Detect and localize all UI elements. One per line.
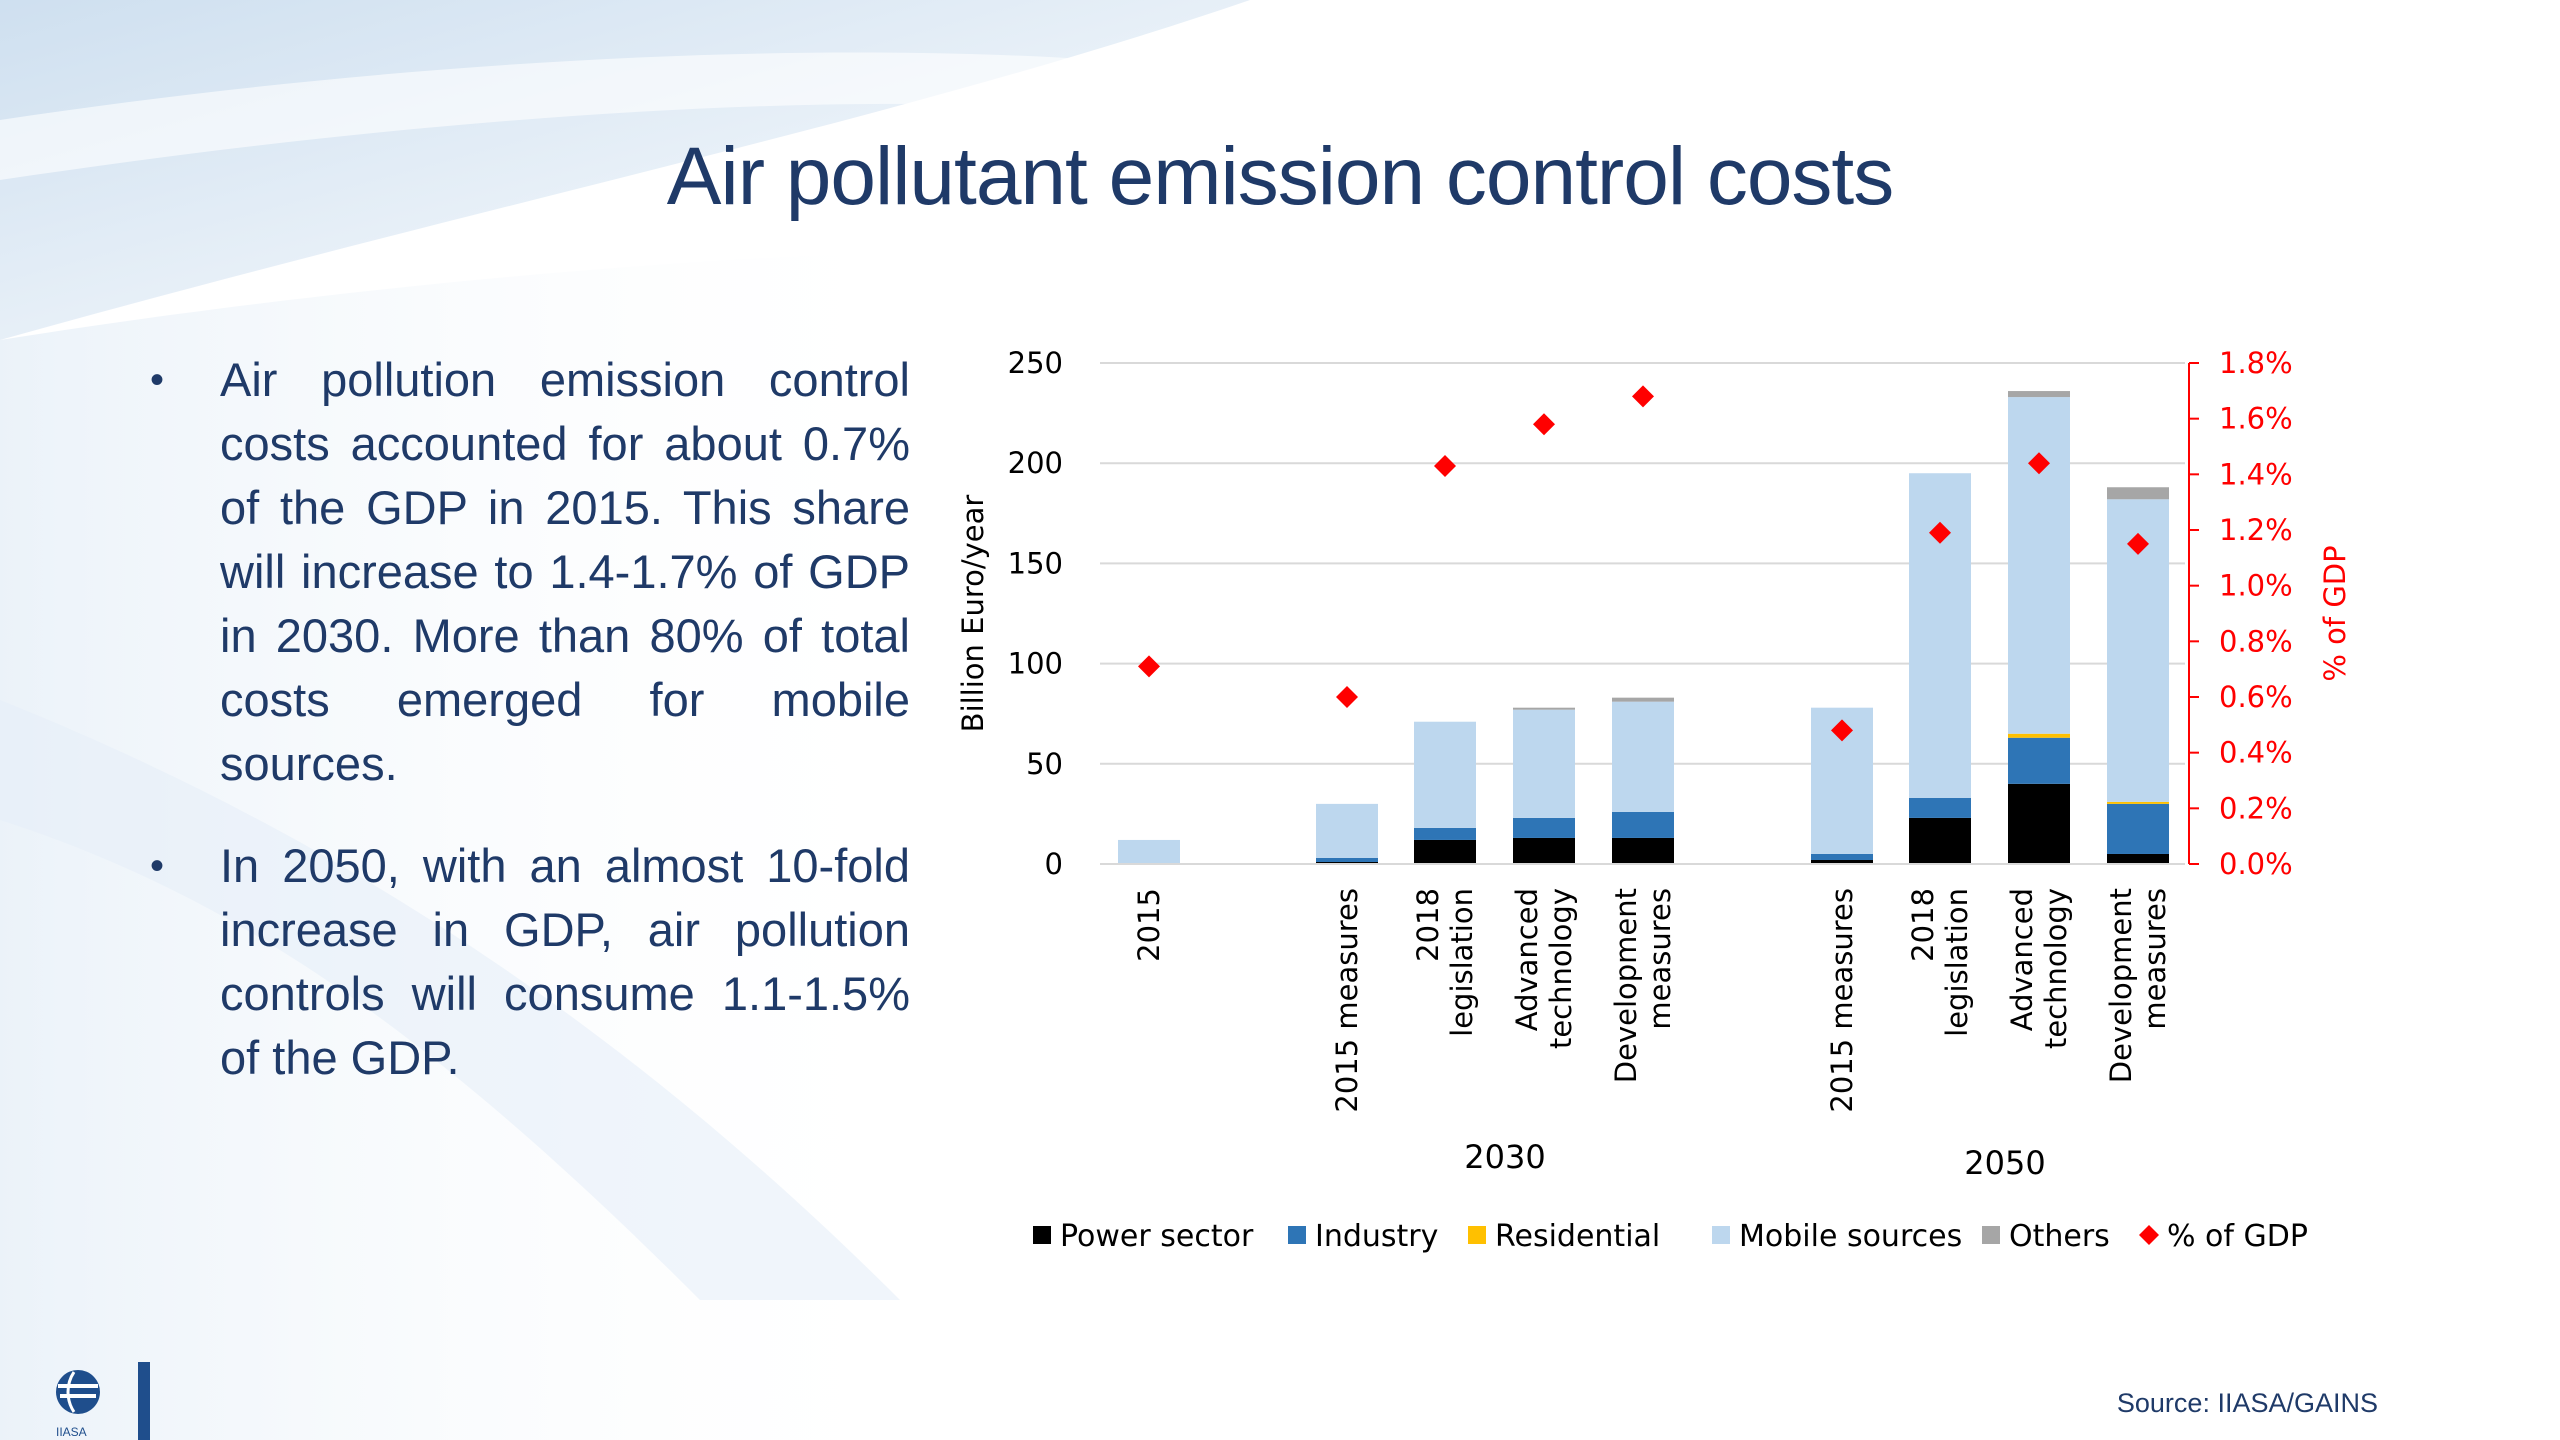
bar-segment — [1612, 697, 1674, 702]
bar-segment — [1316, 803, 1378, 858]
bar-segment — [1414, 721, 1476, 828]
y-tick-label: 100 — [1008, 647, 1063, 681]
y2-tick-label: 0.2% — [2219, 791, 2293, 825]
y2-tick-label: 1.2% — [2219, 513, 2293, 547]
bar-segment — [2008, 733, 2070, 738]
gdp-share-point — [2127, 532, 2149, 555]
bar-segment — [1811, 859, 1873, 864]
legend-label: % of GDP — [2167, 1219, 2308, 1254]
legend-label: Mobile sources — [1739, 1219, 1962, 1254]
y2-tick-label: 0.6% — [2219, 680, 2293, 714]
y-tick-label: 250 — [1008, 346, 1063, 380]
gdp-share-point — [1138, 655, 1160, 678]
y2-axis-label: % of GDP — [2318, 545, 2352, 681]
y2-tick-label: 1.8% — [2219, 346, 2293, 380]
x-tick-label: Developmentmeasures — [2104, 888, 2172, 1083]
bar-segment — [2107, 801, 2169, 804]
bar-segment — [1909, 797, 1971, 818]
bullet-text: Air pollution emission control costs acc… — [220, 353, 910, 790]
y2-tick-label: 0.0% — [2219, 847, 2293, 881]
bar-segment — [1811, 853, 1873, 860]
source-note: Source: IIASA/GAINS — [2116, 1388, 2378, 1418]
bullet-item: • Air pollution emission control costs a… — [150, 348, 910, 796]
gdp-share-point — [1336, 686, 1358, 708]
x-tick-label: 2018legislation — [1411, 888, 1479, 1037]
bar-segment — [2008, 783, 2070, 864]
bullet-dot: • — [150, 358, 165, 402]
bar-segment — [2008, 397, 2070, 734]
gdp-share-point — [2028, 452, 2050, 475]
y2-tick-label: 0.8% — [2219, 624, 2293, 658]
bar-segment — [1316, 857, 1378, 862]
bullet-list: • Air pollution emission control costs a… — [150, 348, 910, 1128]
chart-panel: 0 50 100 150 200 250 0.0% 0.2% 0.4% 0.6% 0.8% 1.0% 1… — [925, 340, 2385, 1290]
legend-label: Industry — [1315, 1219, 1438, 1254]
gdp-share-point — [1929, 521, 1951, 544]
gdp-share-point — [1831, 719, 1853, 742]
y2-tick-label: 1.0% — [2219, 569, 2293, 603]
svg-text:IIASA: IIASA — [56, 1425, 87, 1439]
bullet-dot: • — [150, 844, 165, 888]
bar-segment — [1118, 839, 1180, 864]
group-label: 2050 — [1964, 1144, 2045, 1182]
x-tick-label: 2015 measures — [1330, 888, 1364, 1113]
x-tick-label: 2015 measures — [1825, 888, 1859, 1113]
x-tick-label: 2018legislation — [1906, 888, 1974, 1037]
legend-label: Others — [2009, 1219, 2110, 1254]
y-tick-label: 150 — [1008, 546, 1063, 580]
bar-segment — [1612, 811, 1674, 838]
bar-segment — [2008, 737, 2070, 784]
bar-segment — [1612, 837, 1674, 864]
gdp-share-point — [1434, 454, 1456, 477]
legend-swatch — [1712, 1226, 1730, 1244]
legend-label: Residential — [1495, 1219, 1660, 1254]
slide-title: Air pollutant emission control costs — [666, 131, 1894, 222]
x-tick-label: Advancedtechnology — [2005, 888, 2073, 1049]
bar-segment — [1513, 817, 1575, 838]
legend-swatch — [1288, 1226, 1306, 1244]
bar-segment — [2008, 391, 2070, 398]
legend-label: Power sector — [1060, 1219, 1254, 1254]
gdp-share-point — [1533, 413, 1555, 436]
bar-segment — [1612, 701, 1674, 812]
gdp-share-point — [1632, 385, 1654, 408]
x-tick-label: Developmentmeasures — [1609, 888, 1677, 1083]
legend-swatch — [1982, 1226, 2000, 1244]
y-tick-label: 50 — [1026, 747, 1063, 781]
y-tick-label: 0 — [1045, 847, 1063, 881]
bar-segment — [2107, 853, 2169, 864]
iiasa-globe-logo-icon: IIASA — [56, 1370, 100, 1439]
bar-segment — [1414, 827, 1476, 840]
y2-tick-label: 1.6% — [2219, 402, 2293, 436]
legend-swatch — [1033, 1226, 1051, 1244]
bullet-text: In 2050, with an almost 10-fold increase… — [220, 839, 910, 1084]
emission-cost-chart: 0 50 100 150 200 250 0.0% 0.2% 0.4% 0.6% 0.8% 1.0% 1… — [956, 346, 2352, 1254]
legend-swatch — [1468, 1226, 1486, 1244]
bar-segment — [1513, 837, 1575, 864]
bar-segment — [1414, 839, 1476, 864]
legend-swatch — [2139, 1225, 2159, 1245]
bullet-item: • In 2050, with an almost 10-fold increa… — [150, 834, 910, 1090]
bar-segment — [1909, 817, 1971, 864]
y-axis-label: Billion Euro/year — [956, 495, 990, 733]
bar-segment — [2107, 487, 2169, 500]
x-tick-label: Advancedtechnology — [1510, 888, 1578, 1049]
x-tick-label: 2015 — [1132, 888, 1166, 962]
y2-tick-label: 1.4% — [2219, 457, 2293, 491]
bar-segment — [1513, 707, 1575, 710]
bar-segment — [2107, 803, 2169, 854]
logo-divider-bar — [138, 1362, 150, 1440]
group-label: 2030 — [1464, 1138, 1545, 1176]
y-tick-label: 200 — [1008, 446, 1063, 480]
bar-segment — [1513, 709, 1575, 818]
bar-segment — [1316, 861, 1378, 864]
y2-tick-label: 0.4% — [2219, 736, 2293, 770]
